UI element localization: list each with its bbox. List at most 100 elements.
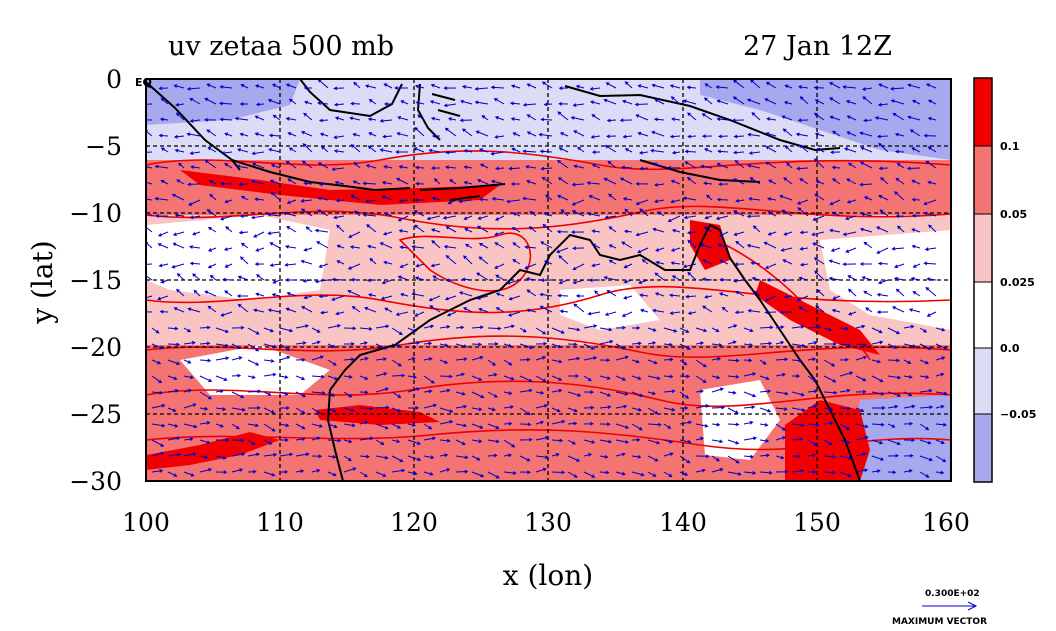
wind-vector bbox=[903, 359, 912, 364]
wind-vector bbox=[396, 177, 409, 185]
wind-vector bbox=[239, 256, 249, 265]
wind-vector bbox=[711, 455, 720, 462]
wind-vector bbox=[839, 388, 851, 393]
wind-vector bbox=[383, 165, 393, 169]
wind-vector bbox=[494, 231, 505, 236]
wind-vector bbox=[775, 391, 789, 396]
wind-vector bbox=[375, 471, 387, 477]
wind-vector bbox=[479, 163, 489, 169]
wind-vector bbox=[919, 388, 933, 393]
wind-vector bbox=[746, 164, 761, 169]
wind-vector bbox=[494, 135, 505, 139]
wind-vector bbox=[583, 453, 593, 457]
wind-vector bbox=[682, 196, 697, 201]
wind-vector bbox=[303, 100, 313, 105]
wind-vector bbox=[477, 215, 489, 220]
wind-vector bbox=[463, 215, 473, 220]
wind-vector bbox=[775, 423, 786, 431]
wind-vector bbox=[828, 276, 841, 281]
wind-vector bbox=[287, 178, 297, 185]
wind-vector bbox=[220, 215, 233, 221]
wind-vector bbox=[221, 151, 233, 155]
wind-vector bbox=[599, 339, 614, 345]
wind-vector bbox=[897, 225, 905, 233]
wind-vector bbox=[844, 147, 857, 153]
wind-vector bbox=[743, 436, 758, 441]
wind-vector bbox=[160, 279, 169, 284]
wind-vector bbox=[832, 295, 841, 300]
wind-vector bbox=[727, 422, 740, 427]
wind-vector bbox=[874, 116, 889, 121]
wind-vector bbox=[558, 101, 569, 106]
wind-vector bbox=[631, 471, 645, 477]
wind-vector bbox=[829, 115, 841, 121]
wind-vector bbox=[311, 423, 324, 428]
wind-vector bbox=[519, 470, 531, 475]
wind-vector bbox=[173, 134, 185, 139]
wind-vector bbox=[775, 436, 787, 441]
wind-vector bbox=[732, 96, 745, 105]
wind-vector bbox=[635, 114, 649, 121]
vector-legend-value: 0.300E+02 bbox=[925, 589, 980, 599]
wind-vector bbox=[204, 97, 217, 105]
wind-vector bbox=[351, 305, 361, 313]
wind-vector bbox=[743, 405, 756, 410]
wind-vector bbox=[631, 326, 641, 330]
wind-vector bbox=[178, 162, 185, 169]
wind-vector bbox=[624, 148, 633, 153]
wind-vector bbox=[490, 179, 505, 185]
wind-vector bbox=[670, 199, 681, 204]
wind-vector bbox=[671, 228, 681, 233]
wind-vector bbox=[311, 468, 321, 473]
wind-vector bbox=[188, 199, 201, 206]
wind-vector bbox=[619, 118, 633, 123]
wind-vector bbox=[663, 342, 674, 347]
wind-vector bbox=[490, 85, 505, 90]
wind-vector bbox=[219, 85, 233, 89]
wind-vector bbox=[615, 343, 627, 350]
wind-vector bbox=[254, 132, 265, 137]
wind-vector bbox=[510, 117, 521, 121]
wind-vector bbox=[679, 359, 688, 366]
wind-vector bbox=[151, 403, 166, 409]
wind-vector bbox=[557, 293, 569, 298]
wind-vector bbox=[839, 406, 851, 411]
wind-vector bbox=[887, 453, 900, 458]
wind-vector bbox=[455, 469, 469, 474]
wind-vector bbox=[813, 85, 825, 90]
wind-vector bbox=[391, 373, 406, 378]
wind-vector bbox=[255, 102, 265, 107]
wind-vector bbox=[903, 375, 913, 379]
wind-vector bbox=[267, 98, 281, 105]
wind-vector bbox=[823, 470, 837, 475]
wind-vector bbox=[487, 407, 496, 412]
wind-vector bbox=[631, 423, 643, 431]
wind-vector bbox=[622, 99, 633, 105]
wind-vector bbox=[461, 277, 473, 282]
wind-vector bbox=[721, 306, 729, 313]
wind-vector bbox=[727, 374, 740, 379]
wind-vector bbox=[907, 83, 921, 89]
wind-vector bbox=[151, 451, 165, 457]
wind-vector bbox=[511, 227, 521, 233]
wind-vector bbox=[727, 340, 737, 345]
wind-vector bbox=[695, 375, 707, 383]
vector-legend: 0.300E+02 MAXIMUM VECTOR bbox=[892, 589, 987, 627]
wind-vector bbox=[263, 439, 273, 445]
wind-vector bbox=[317, 162, 329, 169]
wind-vector bbox=[706, 194, 713, 201]
wind-vector bbox=[647, 375, 661, 380]
wind-vector bbox=[494, 215, 505, 221]
wind-vector bbox=[375, 343, 388, 350]
wind-vector bbox=[381, 180, 393, 185]
wind-vector bbox=[255, 247, 265, 252]
wind-vector bbox=[890, 86, 905, 91]
wind-vector bbox=[540, 278, 553, 283]
contour-line bbox=[146, 380, 951, 408]
wind-vector bbox=[391, 327, 403, 335]
wind-vector bbox=[317, 101, 329, 106]
wind-vector bbox=[615, 355, 629, 361]
wind-vector bbox=[455, 357, 468, 362]
wind-vector bbox=[331, 295, 345, 301]
wind-vector bbox=[381, 279, 393, 285]
